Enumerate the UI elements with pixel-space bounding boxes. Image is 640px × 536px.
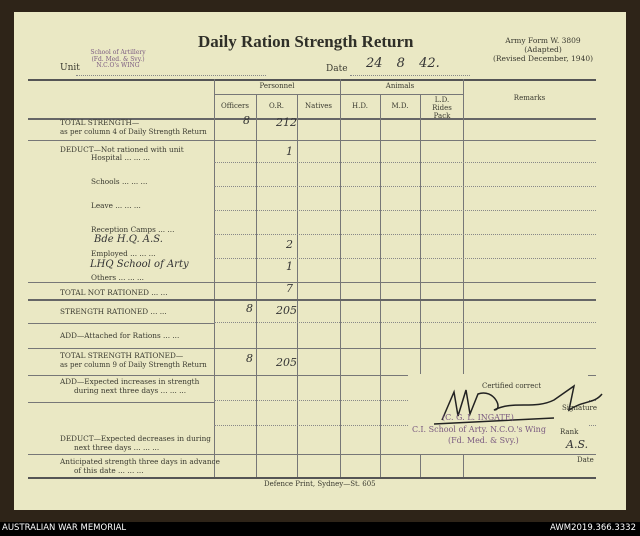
hospital-label: Hospital ... ... ... [91, 153, 150, 162]
form-revised: (Revised December, 1940) [492, 54, 594, 63]
signature-label: Signature [562, 404, 598, 412]
printer-imprint: Defence Print, Sydney—St. 605 [264, 480, 376, 488]
row-label: TOTAL STRENGTH RATIONED— [60, 351, 184, 360]
row-sub: of this date ... ... ... [74, 465, 144, 475]
row-label: ADD—Expected increases in strength [60, 377, 200, 386]
row-expected-inc: ADD—Expected increases in strength during… [60, 377, 200, 395]
form-adapted: (Adapted) [524, 45, 562, 54]
signature-image [434, 384, 603, 425]
total-strength-officers: 8 [243, 114, 250, 127]
rank-value: A.S. [566, 438, 589, 451]
leave-label: Leave ... ... ... [91, 201, 141, 210]
employed-or: 1 [286, 260, 293, 273]
stamp-line: N.C.O's WING [96, 62, 140, 69]
unit-stamp: School of Artillery (Fd. Med. & Svy.) N.… [78, 49, 158, 70]
date-value: 24 8 42. [366, 56, 440, 71]
signature-date-label: Date [577, 456, 594, 464]
row-total-rationed: TOTAL STRENGTH RATIONED— as per column 9 … [60, 351, 207, 369]
rank-label: Rank [560, 428, 579, 436]
total-not-rationed-label: TOTAL NOT RATIONED ... ... [60, 288, 168, 297]
reception-or: 2 [286, 238, 293, 251]
date-label: Date [326, 64, 348, 74]
accession-number: AWM2019.366.3332 [550, 523, 636, 533]
row-sub: as per column 9 of Daily Strength Return [60, 360, 207, 369]
deduct-label: DEDUCT—Not rationed with unit [60, 145, 184, 154]
form-no: Army Form W. 3809 [505, 36, 581, 45]
footer-bar: AUSTRALIAN WAR MEMORIAL AWM2019.366.3332 [0, 522, 640, 536]
hospital-or: 1 [286, 145, 293, 158]
header-personnel: Personnel [259, 82, 295, 90]
header-natives: Natives [304, 102, 333, 110]
certified-label: Certified correct [482, 382, 542, 390]
row-anticipated: Anticipated strength three days in advan… [60, 457, 220, 475]
stamp-line: School of Artillery [90, 49, 146, 56]
schools-label: Schools ... ... ... [91, 177, 148, 186]
employed-label: Employed ... ... ... [91, 249, 156, 258]
strength-rationed-officers: 8 [246, 302, 253, 315]
row-sub: as per column 4 of Daily Strength Return [60, 127, 207, 136]
total-strength-or: 212 [276, 116, 297, 129]
total-rationed-or: 205 [276, 356, 297, 369]
row-expected-dec: DEDUCT—Expected decreases in during next … [60, 434, 211, 452]
ration-return-form: Daily Ration Strength Return Army Form W… [14, 12, 626, 510]
signatory-name: (C. G. L. INGATE) [442, 413, 514, 422]
row-sub: next three days ... ... ... [74, 442, 160, 452]
header-remarks: Remarks [513, 94, 546, 102]
row-label: TOTAL STRENGTH— [60, 118, 140, 127]
header-officers: Officers [221, 102, 249, 110]
signatory-title: C.I. School of Arty. N.C.O.'s Wing [412, 425, 546, 434]
archive-name: AUSTRALIAN WAR MEMORIAL [2, 523, 127, 533]
attached-label: ADD—Attached for Rations ... ... [60, 331, 180, 340]
row-sub: during next three days ... ... ... [74, 385, 187, 395]
strength-rationed-or: 205 [276, 304, 297, 317]
unit-label: Unit [60, 63, 80, 73]
signatory-subtitle: (Fd. Med. & Svy.) [448, 436, 519, 445]
header-animals: Animals [385, 82, 415, 90]
reception-note: Bde H.Q. A.S. [94, 234, 163, 245]
strength-rationed-label: STRENGTH RATIONED ... ... [60, 307, 167, 316]
row-label: Anticipated strength three days in advan… [60, 457, 220, 466]
header-or: O.R. [268, 102, 285, 110]
signature-block [408, 374, 588, 454]
row-total-strength: TOTAL STRENGTH— as per column 4 of Daily … [60, 118, 207, 136]
total-not-rationed-or: 7 [286, 282, 293, 295]
others-label: Others ... ... ... [91, 273, 144, 282]
header-md: M.D. [391, 102, 409, 110]
row-label: DEDUCT—Expected decreases in during [60, 434, 211, 443]
stamp-line: (Fd. Med. & Svy.) [91, 55, 145, 63]
reception-label: Reception Camps ... ... [91, 225, 175, 234]
form-title: Daily Ration Strength Return [198, 32, 414, 51]
form-number: Army Form W. 3809 (Adapted) (Revised Dec… [488, 36, 598, 63]
header-hd: H.D. [352, 102, 368, 110]
employed-note: LHQ School of Arty [90, 259, 189, 270]
header-ld: L.D. Rides Pack [432, 96, 452, 120]
total-rationed-officers: 8 [246, 352, 253, 365]
